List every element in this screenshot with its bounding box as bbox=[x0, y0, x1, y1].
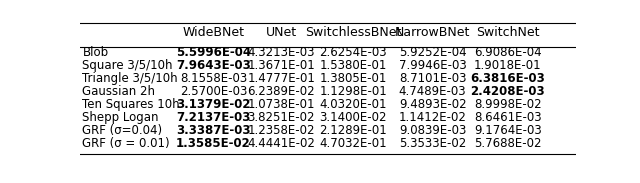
Text: SwitchNet: SwitchNet bbox=[476, 26, 540, 39]
Text: 1.0738E-01: 1.0738E-01 bbox=[248, 98, 315, 111]
Text: 9.0839E-03: 9.0839E-03 bbox=[399, 124, 467, 137]
Text: 1.3671E-01: 1.3671E-01 bbox=[248, 59, 316, 72]
Text: 8.9998E-02: 8.9998E-02 bbox=[474, 98, 541, 111]
Text: 9.1764E-03: 9.1764E-03 bbox=[474, 124, 541, 137]
Text: 9.4893E-02: 9.4893E-02 bbox=[399, 98, 467, 111]
Text: 3.1400E-02: 3.1400E-02 bbox=[319, 111, 387, 124]
Text: 5.7688E-02: 5.7688E-02 bbox=[474, 137, 541, 150]
Text: 6.9086E-04: 6.9086E-04 bbox=[474, 46, 541, 59]
Text: 7.9643E-03: 7.9643E-03 bbox=[176, 59, 251, 72]
Text: 2.5700E-03: 2.5700E-03 bbox=[180, 85, 247, 98]
Text: 5.3533E-02: 5.3533E-02 bbox=[399, 137, 467, 150]
Text: 4.7032E-01: 4.7032E-01 bbox=[319, 137, 387, 150]
Text: 7.9946E-03: 7.9946E-03 bbox=[399, 59, 467, 72]
Text: 8.6461E-03: 8.6461E-03 bbox=[474, 111, 541, 124]
Text: 3.8251E-02: 3.8251E-02 bbox=[248, 111, 315, 124]
Text: 4.7489E-03: 4.7489E-03 bbox=[399, 85, 467, 98]
Text: 3.1379E-02: 3.1379E-02 bbox=[176, 98, 251, 111]
Text: 2.4208E-03: 2.4208E-03 bbox=[470, 85, 545, 98]
Text: 4.3213E-03: 4.3213E-03 bbox=[248, 46, 315, 59]
Text: Triangle 3/5/10h: Triangle 3/5/10h bbox=[83, 72, 178, 85]
Text: 1.9018E-01: 1.9018E-01 bbox=[474, 59, 541, 72]
Text: NarrowBNet: NarrowBNet bbox=[395, 26, 470, 39]
Text: 1.1412E-02: 1.1412E-02 bbox=[399, 111, 467, 124]
Text: Square 3/5/10h: Square 3/5/10h bbox=[83, 59, 173, 72]
Text: 4.0320E-01: 4.0320E-01 bbox=[319, 98, 387, 111]
Text: Gaussian 2h: Gaussian 2h bbox=[83, 85, 156, 98]
Text: Shepp Logan: Shepp Logan bbox=[83, 111, 159, 124]
Text: 3.3387E-03: 3.3387E-03 bbox=[176, 124, 251, 137]
Text: 6.2389E-02: 6.2389E-02 bbox=[248, 85, 315, 98]
Text: 5.9252E-04: 5.9252E-04 bbox=[399, 46, 467, 59]
Text: SwitchlessBNet: SwitchlessBNet bbox=[305, 26, 401, 39]
Text: WideBNet: WideBNet bbox=[182, 26, 244, 39]
Text: 6.3816E-03: 6.3816E-03 bbox=[470, 72, 545, 85]
Text: 1.1298E-01: 1.1298E-01 bbox=[319, 85, 387, 98]
Text: 1.5380E-01: 1.5380E-01 bbox=[319, 59, 387, 72]
Text: 4.4441E-02: 4.4441E-02 bbox=[248, 137, 316, 150]
Text: 1.2358E-02: 1.2358E-02 bbox=[248, 124, 315, 137]
Text: UNet: UNet bbox=[266, 26, 297, 39]
Text: 1.3585E-02: 1.3585E-02 bbox=[176, 137, 251, 150]
Text: 2.1289E-01: 2.1289E-01 bbox=[319, 124, 387, 137]
Text: Ten Squares 10h: Ten Squares 10h bbox=[83, 98, 180, 111]
Text: 5.5996E-04: 5.5996E-04 bbox=[176, 46, 251, 59]
Text: 7.2137E-03: 7.2137E-03 bbox=[176, 111, 251, 124]
Text: GRF (σ = 0.01): GRF (σ = 0.01) bbox=[83, 137, 170, 150]
Text: 1.4777E-01: 1.4777E-01 bbox=[248, 72, 316, 85]
Text: 8.7101E-03: 8.7101E-03 bbox=[399, 72, 467, 85]
Text: GRF (σ=0.04): GRF (σ=0.04) bbox=[83, 124, 163, 137]
Text: 1.3805E-01: 1.3805E-01 bbox=[319, 72, 387, 85]
Text: Blob: Blob bbox=[83, 46, 109, 59]
Text: 2.6254E-03: 2.6254E-03 bbox=[319, 46, 387, 59]
Text: 8.1558E-03: 8.1558E-03 bbox=[180, 72, 247, 85]
